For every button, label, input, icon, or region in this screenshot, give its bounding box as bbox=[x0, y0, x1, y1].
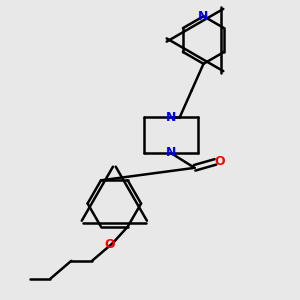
Text: N: N bbox=[166, 111, 176, 124]
Text: N: N bbox=[198, 10, 209, 23]
Text: N: N bbox=[166, 146, 176, 160]
Text: O: O bbox=[214, 155, 225, 168]
Text: O: O bbox=[105, 238, 115, 251]
